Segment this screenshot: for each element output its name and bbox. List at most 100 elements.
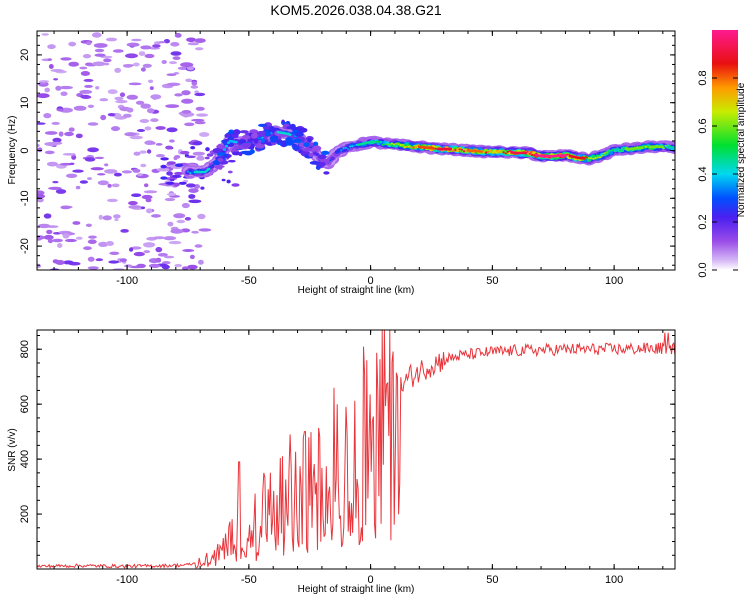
- spectrogram-ridge-cell: [349, 145, 352, 148]
- spectrogram-ridge-cell: [620, 147, 624, 150]
- spectrogram-noise-blob: [152, 44, 161, 48]
- spectrogram-noise-blob: [64, 131, 74, 137]
- snr-x-axis: -100 -50 0 50 100: [53, 330, 664, 586]
- spectrogram-noise-blob: [183, 179, 189, 183]
- spectrogram-spread-cell: [249, 149, 255, 154]
- spectrogram-noise-blob: [100, 114, 107, 121]
- spectrogram-noise-blob: [149, 86, 154, 90]
- spectrogram-ridge-cell: [585, 156, 588, 159]
- spectrogram-noise-blob: [187, 264, 198, 270]
- spectrogram-noise-blob: [144, 183, 149, 188]
- spectrogram-noise-blob: [164, 255, 175, 259]
- spectrogram-noise-blob: [194, 244, 203, 248]
- spectrogram-noise-blob: [123, 64, 133, 68]
- spectrogram-spread-cell: [293, 138, 302, 143]
- spectrogram-noise-blob: [79, 66, 88, 70]
- spectrogram-ridge-cell: [616, 148, 619, 150]
- spectrogram-noise-blob: [55, 189, 67, 194]
- spectrogram-noise-blob: [37, 197, 44, 203]
- spectrogram-ridge-cell: [397, 143, 400, 146]
- spectrogram-noise-blob: [44, 87, 50, 93]
- spectrogram-noise-blob: [80, 94, 90, 99]
- y-tick-label: 20: [19, 49, 31, 61]
- spectrogram-noise-blob: [181, 202, 190, 209]
- spectrogram-noise-blob: [102, 215, 112, 221]
- spectrogram-ridge-cell: [598, 156, 602, 159]
- y-tick-label: 400: [19, 450, 31, 468]
- spectrogram-ridge-cell: [460, 148, 464, 151]
- spectrogram-noise-blob: [83, 78, 94, 82]
- spectrogram-noise-blob: [194, 90, 199, 93]
- spectrogram-noise-blob: [91, 32, 102, 38]
- spectrogram-noise-blob: [150, 94, 162, 100]
- spectrogram-ridge-cell: [594, 157, 597, 159]
- spectrogram-spread-cell: [317, 154, 327, 160]
- spectrogram-ridge-cell: [399, 144, 402, 146]
- spectrogram-noise-blob: [106, 198, 118, 203]
- spectrogram-core-cell: [288, 133, 292, 136]
- spectrogram-core-cell: [207, 167, 211, 171]
- spectrogram-noise-blob: [174, 93, 183, 97]
- spectrogram-x-label: Height of straight line (km): [298, 285, 415, 296]
- spectrogram-core-cell: [640, 146, 644, 149]
- spectrogram-ridge-cell: [664, 144, 667, 147]
- spectrogram-noise-blob: [47, 58, 52, 61]
- spectrogram-noise-blob: [48, 186, 62, 190]
- x-tick-label: -100: [116, 574, 138, 586]
- spectrogram-noise-blob: [64, 238, 77, 243]
- spectrogram-noise-blob: [128, 82, 142, 86]
- spectrogram-noise-blob: [57, 243, 63, 248]
- spectrogram-noise-blob: [169, 139, 175, 143]
- spectrogram-noise-blob: [47, 44, 56, 50]
- spectrogram-ridge-cell: [644, 145, 648, 148]
- colorbar-tick-label: 0.6: [697, 118, 709, 133]
- spectrogram-noise-blob: [37, 147, 43, 153]
- spectrogram-onset-blob: [227, 159, 236, 163]
- spectrogram-noise-blob: [195, 47, 204, 51]
- spectrogram-noise-blob: [84, 84, 93, 88]
- spectrogram-noise-blob: [37, 93, 50, 99]
- spectrogram-core-cell: [523, 151, 528, 155]
- spectrogram-ridge-cell: [668, 145, 672, 148]
- spectrogram-noise-blob: [107, 89, 118, 95]
- spectrogram-ridge-cell: [189, 172, 192, 175]
- spectrogram-onset-blob: [172, 174, 182, 178]
- spectrogram-noise-blob: [196, 155, 205, 161]
- spectrogram-noise-blob: [51, 121, 60, 125]
- spectrogram-noise-blob: [126, 42, 140, 47]
- spectrogram-noise-blob: [194, 121, 206, 125]
- spectrogram-noise-blob: [194, 38, 206, 43]
- spectrogram-onset-blob: [206, 153, 214, 157]
- spectrogram-onset-blob: [180, 150, 190, 155]
- spectrogram-spread-cell: [285, 141, 294, 146]
- spectrogram-noise-blob: [137, 173, 143, 177]
- spectrogram-ridge-cell: [353, 144, 356, 147]
- spectrogram-spread-cell: [298, 127, 308, 133]
- spectrogram-spread-cell: [251, 132, 258, 139]
- spectrogram-core-cell: [448, 148, 453, 151]
- spectrogram-noise-blob: [198, 228, 212, 232]
- spectrogram-noise-blob: [198, 259, 204, 265]
- spectrogram-noise-blob: [189, 254, 195, 260]
- spectrogram-ridge-cell: [412, 146, 415, 149]
- spectrogram-noise-blob: [188, 199, 202, 204]
- snr-series-line: [37, 330, 675, 569]
- spectrogram-noise-blob: [143, 250, 151, 254]
- spectrogram-noise-blob: [87, 122, 99, 126]
- x-tick-label: 0: [368, 275, 374, 287]
- spectrogram-noise-blob: [120, 229, 129, 233]
- spectrogram-ridge-cell: [530, 154, 534, 156]
- spectrogram-noise-blob: [161, 60, 167, 64]
- spectrogram-onset-blob: [204, 156, 210, 160]
- spectrogram-noise-blob: [65, 173, 78, 178]
- spectrogram-noise-blob: [136, 263, 146, 269]
- spectrogram-noise-blob: [82, 54, 92, 59]
- spectrogram-noise-blob: [128, 201, 138, 206]
- spectrogram-noise-blob: [163, 236, 177, 241]
- spectrogram-noise-blob: [174, 155, 181, 159]
- spectrogram-onset-blob: [205, 147, 210, 152]
- y-tick-label: 800: [19, 340, 31, 358]
- spectrogram-noise-blob: [164, 197, 176, 202]
- spectrogram-noise-blob: [79, 89, 93, 94]
- spectrogram-noise-blob: [52, 137, 62, 143]
